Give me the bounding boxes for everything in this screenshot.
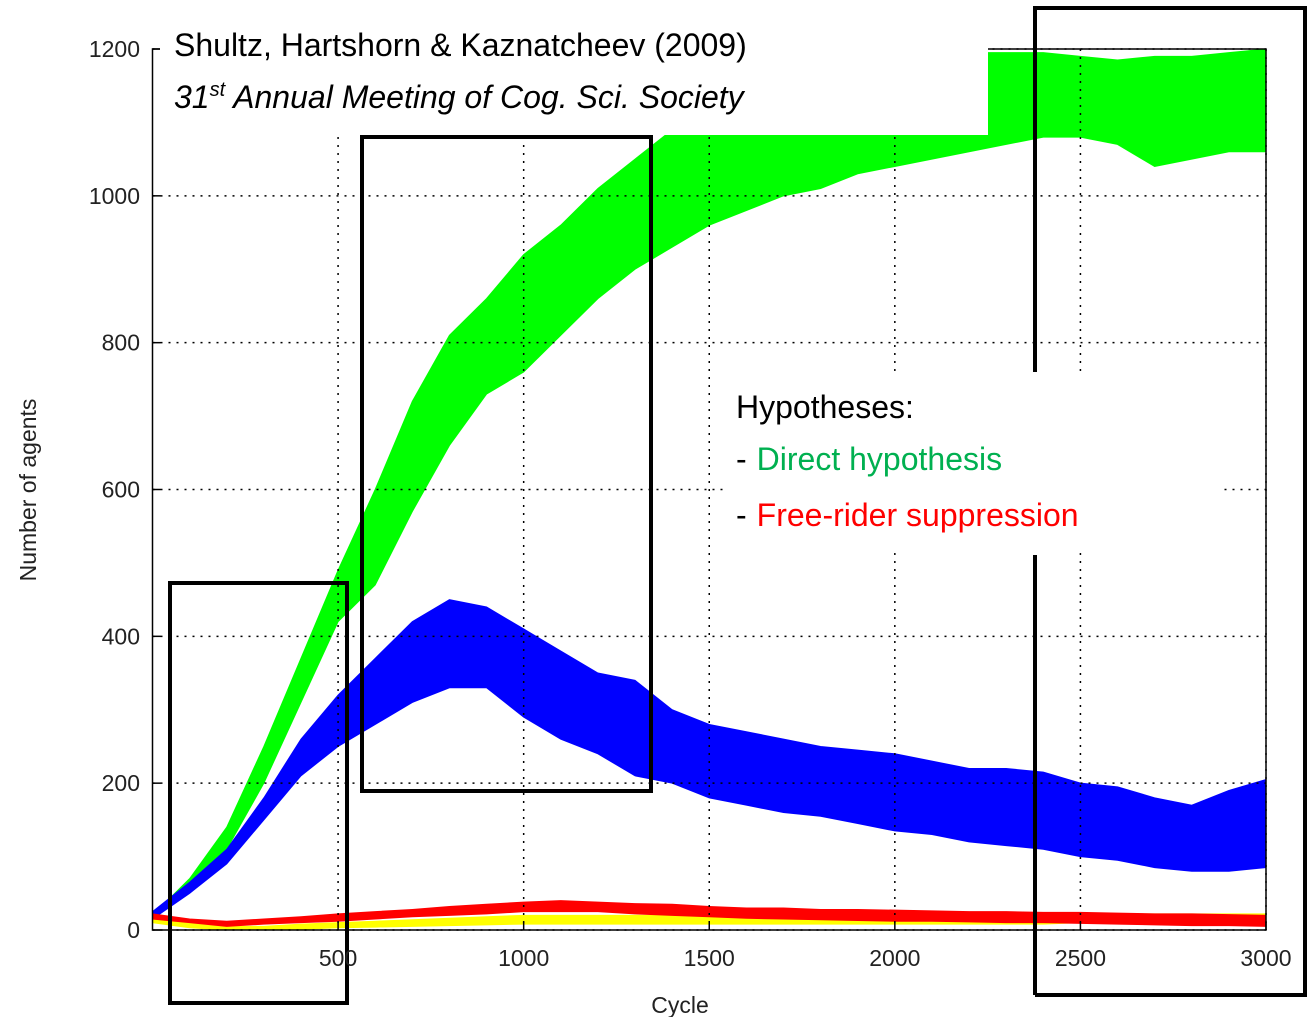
y-tick-label: 200 <box>102 770 140 796</box>
hypothesis-text: Free-rider suppression <box>757 497 1079 533</box>
y-tick-label: 800 <box>102 330 140 356</box>
x-tick-label: 1000 <box>498 945 549 971</box>
y-axis-label: Number of agents <box>15 399 41 582</box>
x-axis-label: Cycle <box>651 992 709 1017</box>
plot-area <box>151 48 1267 931</box>
x-tick-label: 3000 <box>1240 945 1291 971</box>
hypotheses-title: Hypotheses: <box>736 389 914 425</box>
highlight-box <box>360 135 653 793</box>
y-tick-label: 1000 <box>89 183 140 209</box>
x-tick-label: 2000 <box>869 945 920 971</box>
venue-suffix: st <box>210 79 227 101</box>
y-tick-label: 1200 <box>89 36 140 62</box>
hypothesis-text: Direct hypothesis <box>757 441 1002 477</box>
hypothesis: - Free-rider suppression <box>736 497 1079 533</box>
highlight-box <box>1033 6 1307 997</box>
venue-number: 31 <box>174 79 210 115</box>
y-tick-label: 600 <box>102 477 140 503</box>
y-tick-label: 0 <box>127 917 140 943</box>
x-tick-label: 1500 <box>684 945 735 971</box>
y-tick-label: 400 <box>102 623 140 649</box>
x-tick-label: 2500 <box>1055 945 1106 971</box>
bullet: - <box>736 497 747 533</box>
x-tick-label: 500 <box>319 945 357 971</box>
source-text: Shultz, Hartshorn & Kaznatcheev (2009) <box>174 27 747 63</box>
venue-rest: Annual Meeting of Cog. Sci. Society <box>231 79 746 115</box>
venue-text: 31st Annual Meeting of Cog. Sci. Society <box>174 79 746 115</box>
source-box <box>160 35 988 135</box>
highlight-boxes <box>168 6 1307 1005</box>
hypothesis: - Direct hypothesis <box>736 441 1002 477</box>
hypotheses-box <box>724 372 1224 550</box>
highlight-box <box>168 581 349 1005</box>
bullet: - <box>736 441 747 477</box>
